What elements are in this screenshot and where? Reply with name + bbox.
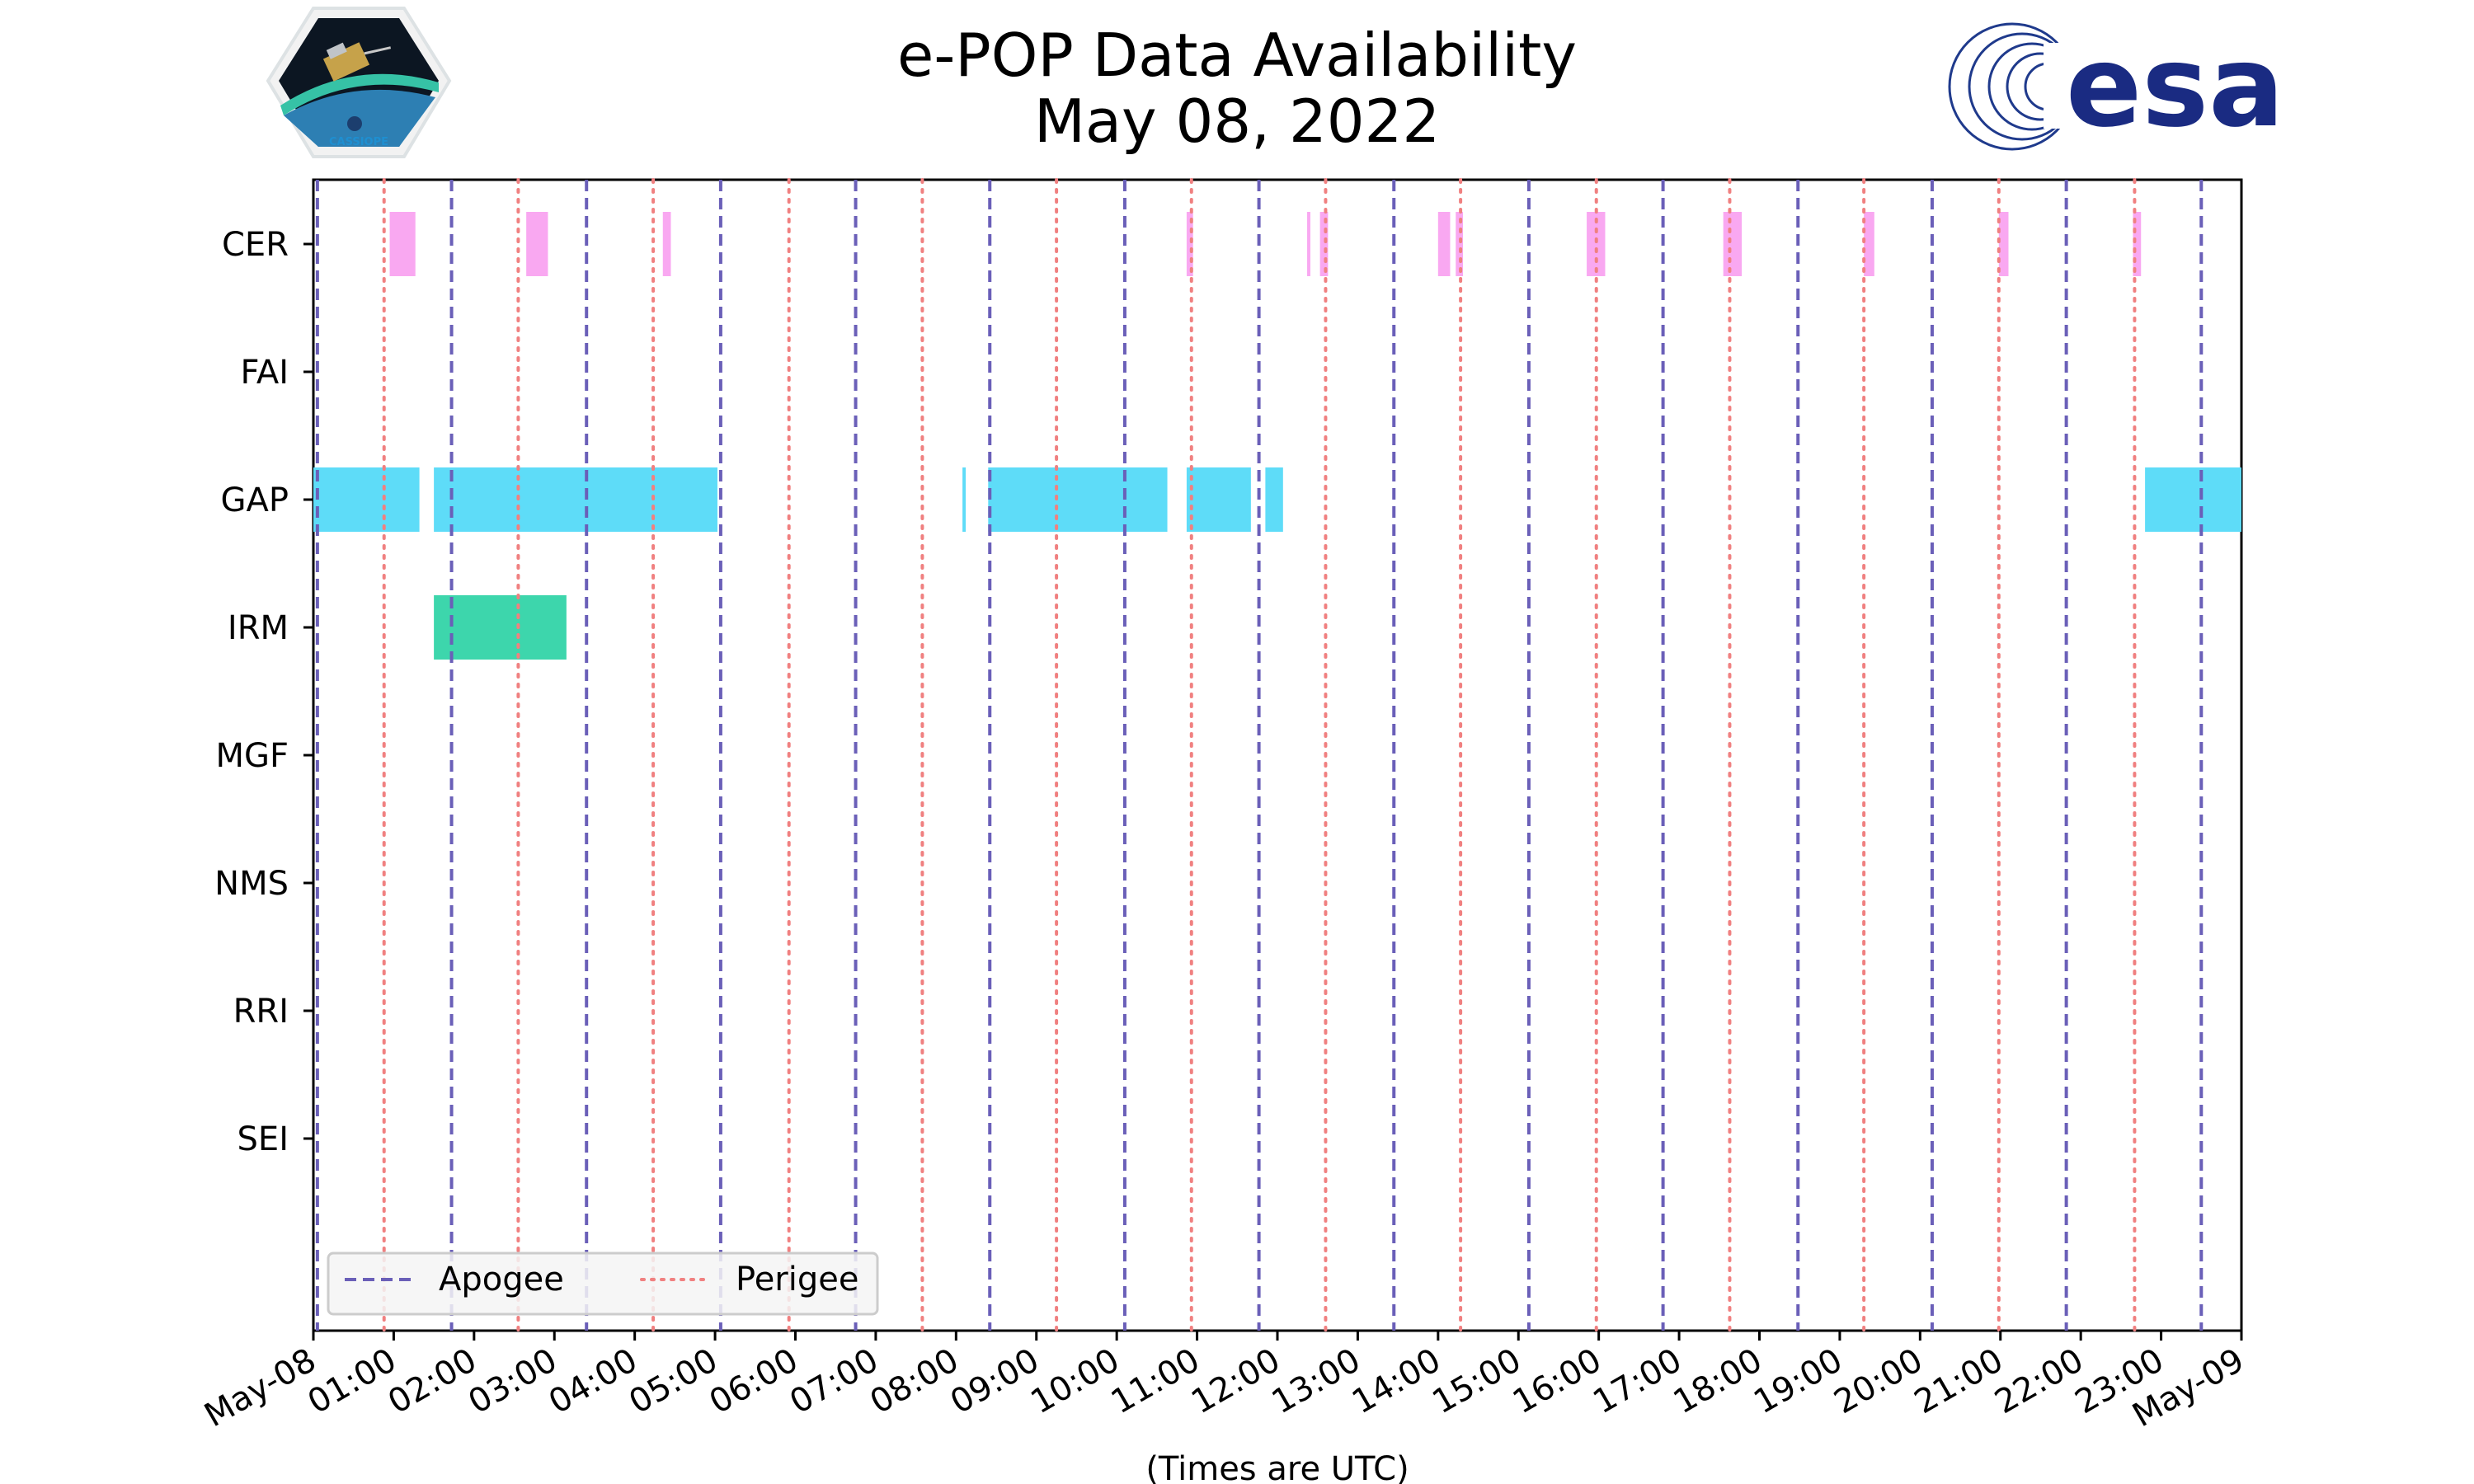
bar-cer-10	[1864, 212, 1874, 276]
y-tick-label-nms: NMS	[214, 865, 289, 903]
bar-cer-1	[526, 212, 548, 276]
x-tick-label-2: 02:00	[382, 1341, 483, 1421]
bar-gap-5	[1265, 467, 1283, 532]
x-tick-label-12: 12:00	[1185, 1341, 1286, 1421]
bar-cer-3	[1186, 212, 1193, 276]
bar-gap-1	[434, 467, 718, 532]
bar-gap-4	[1186, 467, 1251, 532]
x-tick-label-21: 21:00	[1908, 1341, 2010, 1421]
legend-apogee-label: Apogee	[439, 1261, 564, 1298]
x-tick-label-18: 18:00	[1667, 1341, 1769, 1421]
bar-gap-6	[2145, 467, 2241, 532]
x-tick-label-10: 10:00	[1024, 1341, 1126, 1421]
y-tick-label-rri: RRI	[233, 993, 289, 1031]
x-tick-label-7: 07:00	[783, 1341, 885, 1421]
cassiope-logo: CASSIOPE	[266, 7, 452, 158]
x-tick-label-8: 08:00	[863, 1341, 965, 1421]
bar-cer-0	[389, 212, 416, 276]
y-tick-label-fai: FAI	[241, 354, 289, 392]
plot-area	[312, 178, 2243, 1332]
x-tick-label-19: 19:00	[1747, 1341, 1849, 1421]
cassiope-logo-text: CASSIOPE	[329, 136, 388, 148]
bar-cer-12	[2133, 212, 2142, 276]
x-tick-label-4: 04:00	[543, 1341, 644, 1421]
x-tick-label-5: 05:00	[623, 1341, 724, 1421]
bar-cer-8	[1587, 212, 1606, 276]
x-tick-label-20: 20:00	[1827, 1341, 1929, 1421]
bar-gap-2	[962, 467, 967, 532]
x-axis: May-0801:0002:0003:0004:0005:0006:0007:0…	[198, 1331, 2251, 1435]
x-axis-label: (Times are UTC)	[1145, 1450, 1409, 1484]
x-tick-label-11: 11:00	[1105, 1341, 1206, 1421]
x-tick-label-14: 14:00	[1346, 1341, 1447, 1421]
esa-logo-text: esa	[2066, 22, 2284, 153]
bar-cer-7	[1456, 212, 1464, 276]
bar-cer-11	[1998, 212, 2009, 276]
y-tick-label-cer: CER	[222, 226, 289, 264]
bar-gap-0	[313, 467, 420, 532]
bar-cer-6	[1437, 212, 1451, 276]
x-tick-label-1: 01:00	[302, 1341, 403, 1421]
x-tick-label-6: 06:00	[703, 1341, 805, 1421]
data-bars	[313, 212, 2241, 660]
x-tick-label-13: 13:00	[1266, 1341, 1367, 1421]
bar-irm-0	[434, 595, 567, 660]
y-tick-label-gap: GAP	[221, 481, 289, 519]
y-axis: CER FAI GAP IRM MGF NMS RRI SEI	[214, 226, 313, 1158]
bar-cer-9	[1723, 212, 1743, 276]
esa-logo: esa	[1948, 22, 2284, 153]
bar-cer-4	[1307, 212, 1310, 276]
bar-cer-2	[662, 212, 671, 276]
y-tick-label-mgf: MGF	[215, 737, 289, 775]
x-tick-label-16: 16:00	[1507, 1341, 1608, 1421]
x-tick-label-15: 15:00	[1426, 1341, 1527, 1421]
y-tick-label-irm: IRM	[228, 609, 289, 647]
x-tick-label-9: 09:00	[944, 1341, 1046, 1421]
legend: Apogee Perigee	[327, 1252, 879, 1316]
x-tick-label-3: 03:00	[462, 1341, 563, 1421]
x-tick-label-17: 17:00	[1587, 1341, 1688, 1421]
bar-gap-3	[988, 467, 1168, 532]
chart-title: e-POP Data Availability	[897, 21, 1577, 90]
legend-perigee-label: Perigee	[736, 1261, 858, 1298]
x-tick-label-22: 22:00	[1988, 1341, 2090, 1421]
bar-cer-5	[1319, 212, 1329, 276]
y-tick-label-sei: SEI	[238, 1120, 289, 1158]
legend-box	[327, 1252, 879, 1316]
chart-subtitle: May 08, 2022	[1034, 87, 1440, 156]
orbit-markers	[315, 178, 2204, 1332]
